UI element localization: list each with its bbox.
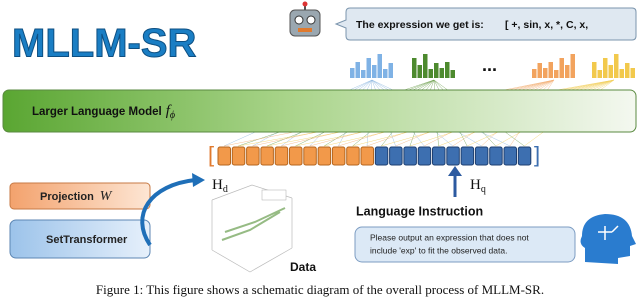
instruction-line: include 'exp' to fit the observed data.	[370, 245, 507, 255]
query-token	[474, 146, 489, 166]
data-token	[303, 146, 317, 166]
query-token	[460, 146, 475, 166]
data-token	[360, 146, 374, 166]
robot-icon	[289, 1, 321, 37]
hist-bar	[592, 62, 597, 78]
hist-bar	[412, 58, 417, 78]
data-token	[346, 146, 360, 166]
caption: Figure 1: This figure shows a schematic …	[96, 282, 544, 297]
projection-box	[9, 182, 151, 210]
hist-bar	[548, 62, 553, 78]
instruction-line: Please output an expression that does no…	[370, 232, 529, 242]
hist-bar	[439, 68, 444, 78]
hist-bar	[417, 65, 422, 78]
settransformer-label: SetTransformer	[46, 234, 128, 246]
hist-bar	[450, 70, 455, 78]
query-token	[417, 146, 432, 166]
data-token	[317, 146, 332, 166]
query-token	[403, 146, 417, 166]
data-token	[231, 146, 246, 166]
bubble-expression: [ +, sin, x, *, C, x,	[505, 19, 588, 31]
query-token	[517, 146, 532, 166]
data-token	[289, 146, 303, 166]
hist-bar	[366, 58, 371, 78]
hist-bar	[428, 69, 433, 78]
projection-text: Projection	[40, 191, 94, 203]
arrowhead	[448, 166, 462, 176]
bubble-lead: The expression we get is:	[356, 19, 484, 31]
hist-bar	[559, 58, 564, 78]
logo-title: MLLM-SR	[12, 22, 197, 66]
llm-label: Larger Language Model fϕ	[32, 103, 175, 121]
projection-symbol: W	[100, 189, 113, 204]
hq-label: Hq	[470, 177, 486, 195]
curved-arrowhead	[192, 173, 205, 187]
query-token	[489, 146, 503, 166]
hist-bar	[543, 68, 548, 78]
language-instruction: Language Instruction	[356, 204, 483, 218]
hist-bar	[603, 58, 608, 78]
query-token	[389, 146, 403, 166]
hist-bar	[625, 63, 630, 78]
hist-bar	[445, 62, 450, 78]
data-token	[217, 146, 231, 166]
llm-symbol: f	[166, 103, 172, 119]
hist-bar	[434, 63, 439, 78]
hd-symbol: H	[212, 177, 223, 193]
head-icon	[580, 214, 636, 264]
hq-subscript: q	[481, 184, 486, 195]
hd-subscript: d	[223, 184, 228, 195]
hist-bar	[630, 68, 635, 78]
llm-label-text: Larger Language Model	[32, 106, 162, 118]
projection-label: Projection W	[40, 189, 113, 204]
llm-bar	[2, 89, 637, 133]
instruction-box	[354, 226, 576, 263]
llm-subscript: ϕ	[170, 110, 175, 121]
hist-bar	[350, 68, 355, 78]
hist-bar	[372, 65, 377, 78]
data-token	[260, 146, 274, 166]
query-token	[374, 146, 389, 166]
hist-bar	[532, 69, 537, 78]
bracket-right: ]	[534, 142, 540, 167]
hist-bar	[537, 63, 542, 78]
hd-label: Hd	[212, 177, 228, 195]
hist-bar	[597, 70, 602, 78]
query-token	[432, 146, 446, 166]
bracket-left: [	[208, 142, 214, 167]
data-plot	[211, 184, 293, 273]
hist-bar	[608, 65, 613, 78]
query-token	[503, 146, 517, 166]
hist-bar	[377, 54, 382, 78]
hist-bar	[570, 54, 575, 78]
speech-bubble: The expression we get is: [ +, sin, x, *…	[334, 7, 637, 41]
ellipsis: ...	[482, 55, 497, 75]
hist-bar	[355, 62, 360, 78]
hist-bar	[565, 65, 570, 78]
hq-symbol: H	[470, 177, 481, 193]
settransformer-box	[9, 219, 151, 259]
data-token	[274, 146, 289, 166]
data-label: Data	[290, 260, 316, 274]
data-token	[246, 146, 260, 166]
hist-bar	[554, 70, 559, 78]
token-row	[217, 146, 532, 166]
hist-bar	[388, 63, 393, 78]
curved-arrow	[140, 178, 196, 247]
hist-bar	[423, 54, 428, 78]
hist-bar	[619, 69, 624, 78]
data-token	[331, 146, 346, 166]
hist-bar	[383, 69, 388, 78]
hist-bar	[361, 70, 366, 78]
hist-bar	[614, 54, 619, 78]
query-token	[446, 146, 460, 166]
output-distributions	[350, 54, 635, 78]
